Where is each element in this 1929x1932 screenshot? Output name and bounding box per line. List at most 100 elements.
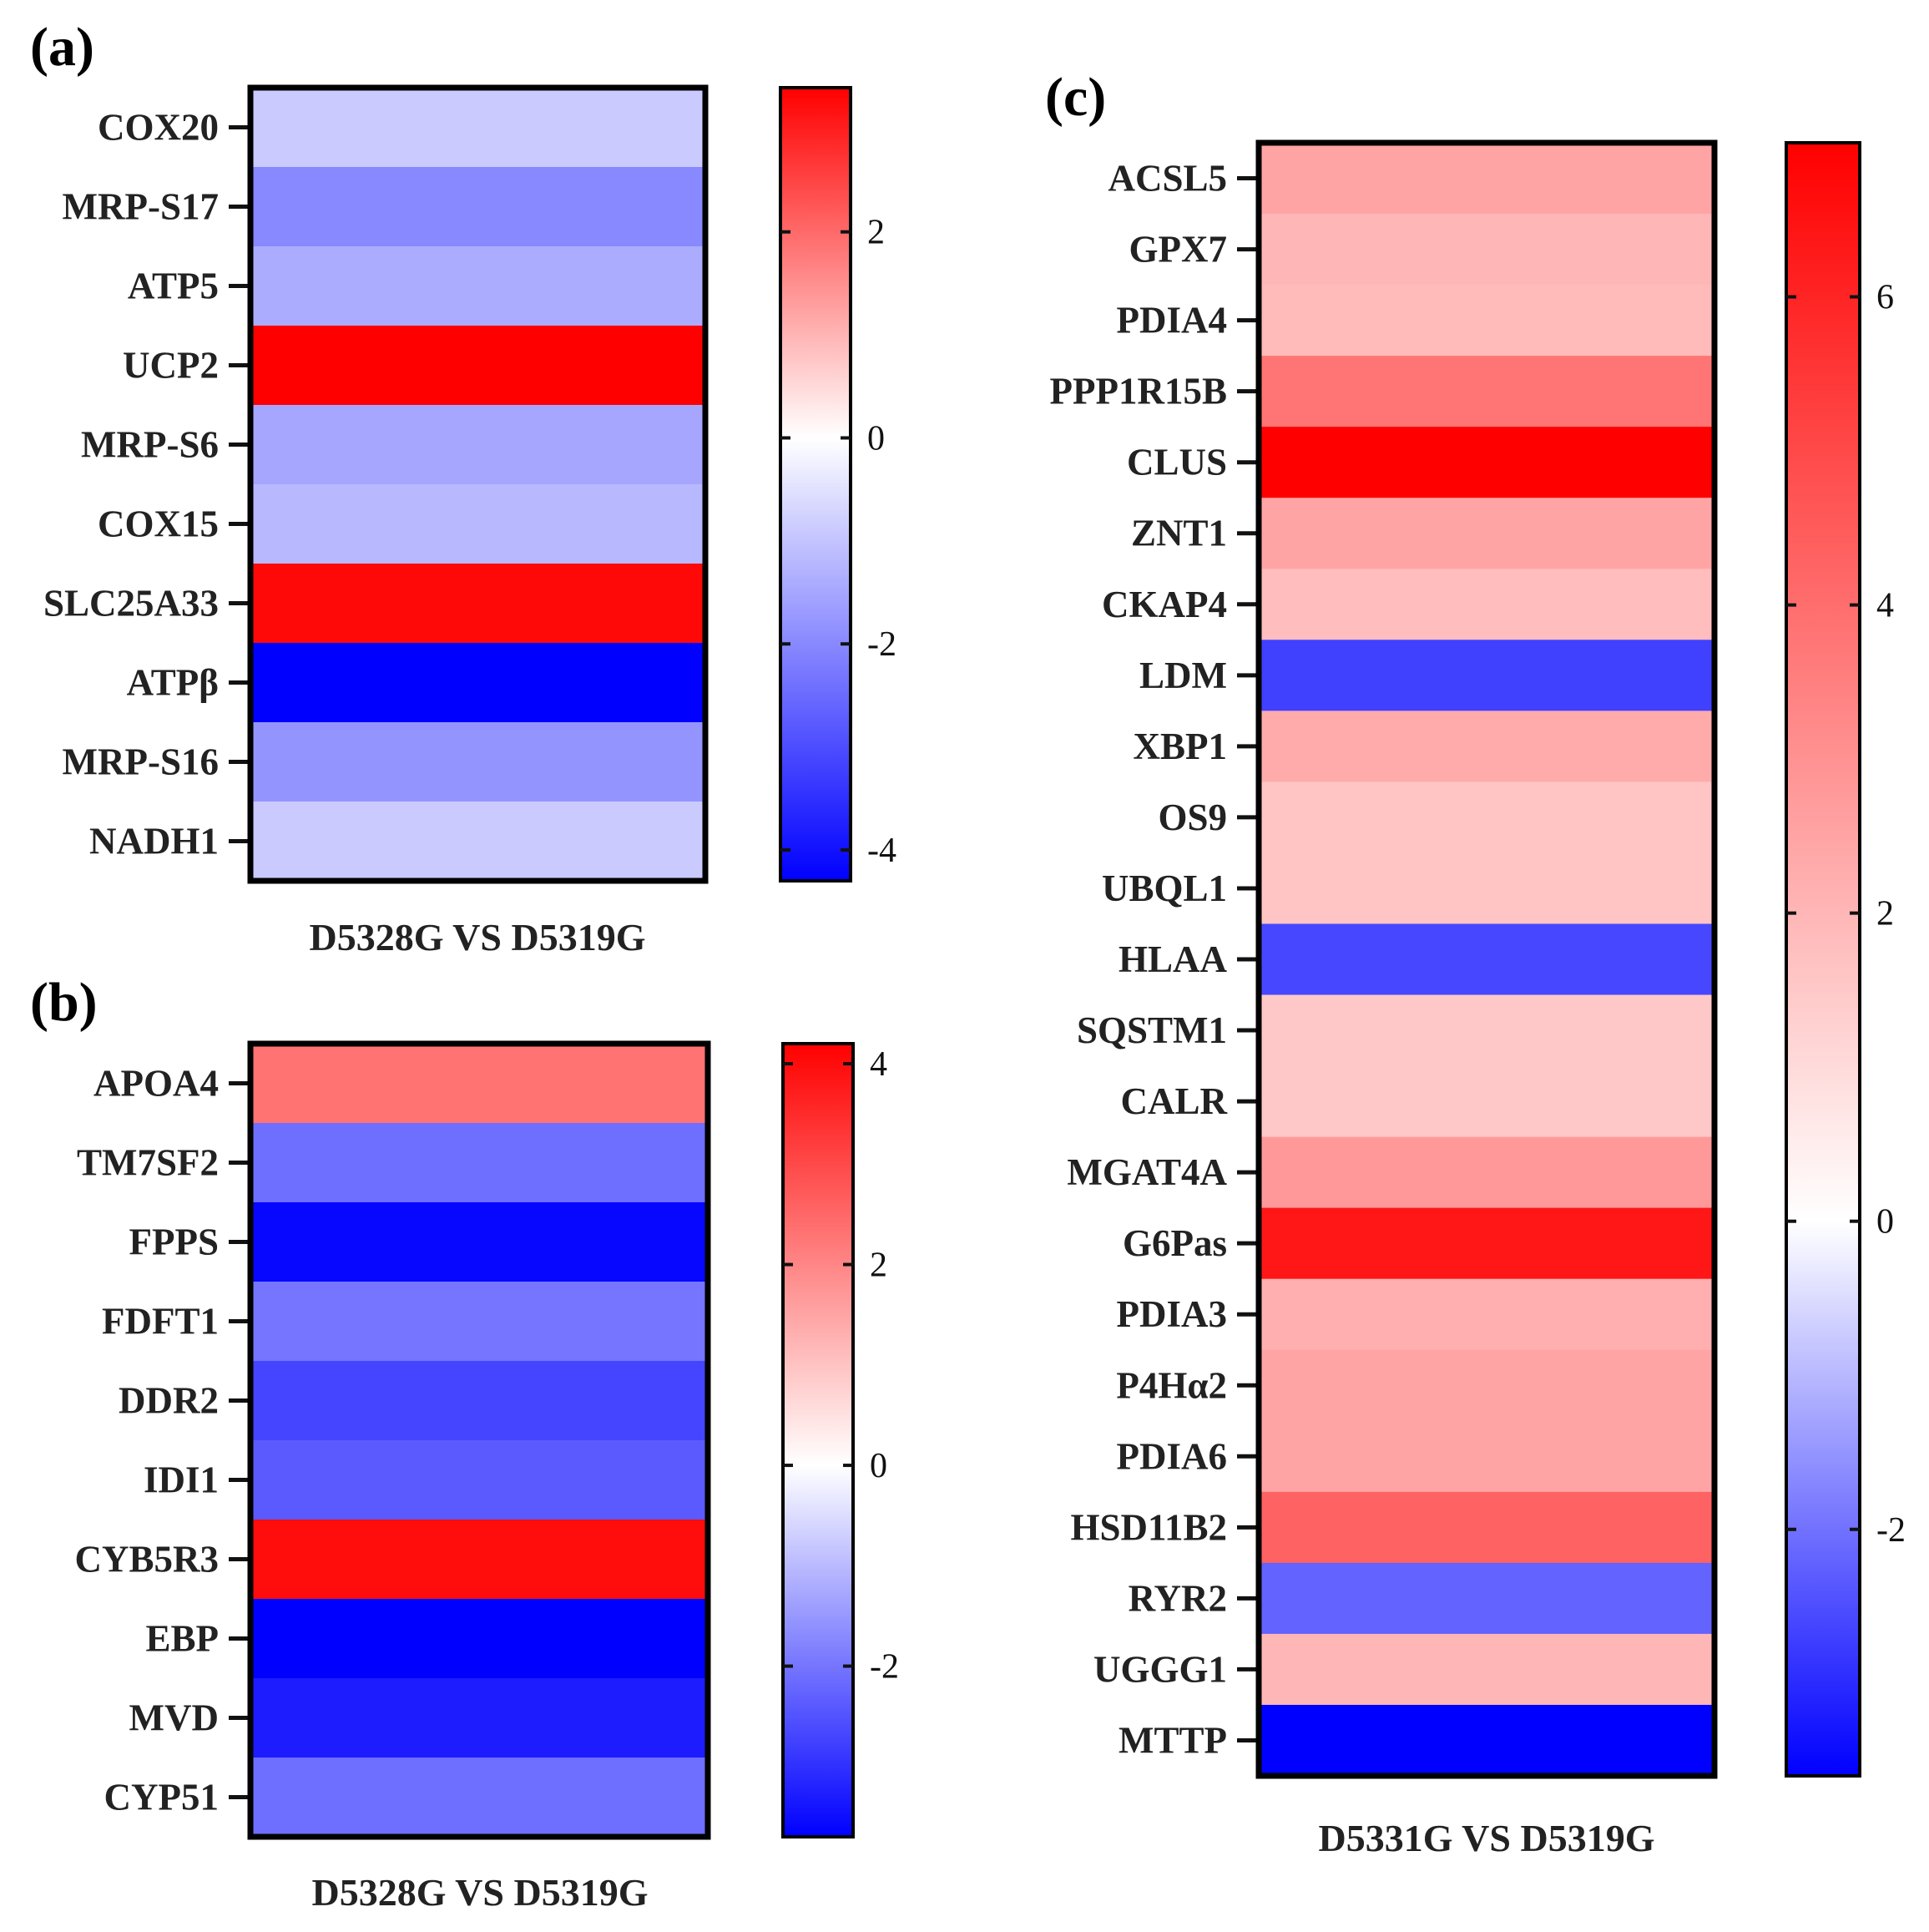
row-label: OS9: [1158, 797, 1227, 838]
row-label: ZNT1: [1131, 513, 1227, 554]
colorbar-tick-label: 2: [870, 1247, 887, 1285]
row-label: MGAT4A: [1067, 1151, 1227, 1193]
heatmap-cell-ubql1: [1259, 852, 1714, 925]
panel-a-label: (a): [30, 17, 94, 78]
panel-a-x-label: D5328G VS D5319G: [310, 916, 646, 958]
heatmap-cell-pdia4: [1259, 285, 1714, 357]
heatmap-cell-mttp: [1259, 1704, 1714, 1777]
panel-c-x-label: D5331G VS D5319G: [1319, 1817, 1655, 1859]
heatmap-cell-cyp51: [250, 1758, 708, 1838]
heatmap-cell-fdft1: [250, 1282, 708, 1362]
row-label: CYP51: [104, 1777, 219, 1818]
heatmap-cell-mgat4a: [1259, 1136, 1714, 1209]
row-label: COX20: [98, 107, 219, 149]
colorbar-tick-label: -2: [870, 1648, 899, 1687]
panel-c-label: (c): [1045, 67, 1106, 128]
colorbar-tick-label: -4: [867, 832, 896, 870]
row-label: COX15: [98, 503, 219, 545]
colorbar-tick-label: 2: [1876, 895, 1894, 933]
row-label: LDM: [1139, 655, 1227, 696]
heatmap-cell-uggg1: [1259, 1633, 1714, 1706]
heatmap-cell-nadh1: [250, 802, 705, 882]
colorbar-gradient: [1785, 141, 1861, 1778]
row-label: UGGG1: [1093, 1648, 1227, 1690]
colorbar-tick-label: 0: [1876, 1203, 1894, 1242]
row-label: ATPβ: [127, 662, 219, 704]
row-label: SLC25A33: [43, 583, 219, 625]
heatmap-cell-gpx7: [1259, 214, 1714, 286]
panel-c: (c) ACSL5 GPX7 PDIA4 PPP1R15B CLUS ZNT1 CKAP4 L…: [1045, 67, 1906, 1859]
row-label: CKAP4: [1102, 584, 1227, 625]
heatmap-cell-g6pas: [1259, 1207, 1714, 1280]
heatmap-cell-slc25a33: [250, 564, 705, 644]
colorbar-tick-label: 2: [867, 214, 885, 252]
row-label: XBP1: [1134, 726, 1228, 767]
panel-a-heatmap: COX20 MRP-S17 ATP5 UCP2 MRP-S6 COX15 SLC25A33 A…: [43, 84, 709, 884]
panel-a: (a) COX20 MRP-S17 ATP5 UCP2 MRP-S6 COX15 SLC25…: [30, 17, 896, 958]
colorbar-tick-label: 0: [867, 419, 885, 458]
row-label: UBQL1: [1102, 867, 1227, 909]
heatmap-cell-calr: [1259, 1065, 1714, 1138]
row-label: SQSTM1: [1077, 1009, 1227, 1051]
heatmap-cell-xbp1: [1259, 711, 1714, 782]
row-label: FDFT1: [102, 1301, 219, 1343]
row-label: DDR2: [119, 1380, 219, 1422]
row-label: MRP-S17: [63, 186, 219, 228]
colorbar-tick-label: 4: [1876, 587, 1894, 625]
colorbar-tick-label: 4: [870, 1045, 887, 1084]
row-label: PPP1R15B: [1050, 371, 1227, 412]
heatmap-cell-clus: [1259, 427, 1714, 498]
heatmap-border: [1255, 139, 1718, 1779]
heatmap-cell-mrp-s17: [250, 167, 705, 247]
heatmap-cell-ucp2: [250, 326, 705, 406]
panel-b: (b) APOA4 TM7SF2 FPPS FDFT1 DDR2 IDI1 CYB5R3 EB…: [30, 972, 899, 1914]
heatmap-cell-tm7sf2: [250, 1123, 708, 1203]
row-label: G6Pas: [1123, 1222, 1227, 1264]
panel-b-colorbar: 4 2 0 -2: [781, 1042, 899, 1838]
row-label: MRP-S16: [63, 741, 219, 783]
row-label: GPX7: [1129, 229, 1228, 271]
row-label: CLUS: [1127, 442, 1227, 483]
heatmap-cell-ddr2: [250, 1361, 708, 1441]
heatmap-cell-fpps: [250, 1202, 708, 1282]
heatmap-cell-sqstm1: [1259, 994, 1714, 1067]
heatmap-cell-atp5: [250, 246, 705, 326]
row-label: ACSL5: [1108, 158, 1227, 200]
heatmap-cell-znt1: [1259, 498, 1714, 569]
heatmap-cell-os9: [1259, 781, 1714, 854]
heatmap-cell-ppp1r15b: [1259, 356, 1714, 427]
panel-b-x-label: D5328G VS D5319G: [312, 1871, 649, 1914]
row-label: PDIA6: [1117, 1435, 1228, 1477]
panel-a-colorbar: 2 0 -2 -4: [779, 86, 896, 883]
row-label: CYB5R3: [74, 1539, 219, 1580]
row-label: P4Hα2: [1116, 1364, 1227, 1406]
heatmap-cell-pdia3: [1259, 1278, 1714, 1351]
panel-b-heatmap: APOA4 TM7SF2 FPPS FDFT1 DDR2 IDI1 CYB5R3 EBP MVD…: [74, 1040, 711, 1840]
colorbar-gradient: [779, 86, 852, 883]
heatmap-cell-mrp-s6: [250, 405, 705, 485]
heatmap-cell-cox15: [250, 484, 705, 564]
row-label: UCP2: [123, 345, 219, 387]
row-label: HSD11B2: [1070, 1506, 1227, 1548]
row-label: APOA4: [93, 1063, 219, 1105]
panel-c-colorbar: 6 4 2 0 -2: [1785, 141, 1906, 1778]
row-label: RYR2: [1129, 1577, 1227, 1619]
heatmap-cell-acsl5: [1259, 143, 1714, 215]
heatmap-cell-idi1: [250, 1440, 708, 1520]
heatmap-cell-cox20: [250, 88, 705, 168]
row-label: PDIA3: [1117, 1293, 1228, 1335]
heatmap-border: [247, 1040, 711, 1840]
heatmap-cell-ryr2: [1259, 1562, 1714, 1635]
heatmap-cell-mrp-s16: [250, 722, 705, 802]
row-label: MTTP: [1119, 1719, 1227, 1761]
colorbar-tick-label: -2: [867, 625, 896, 664]
colorbar-gradient: [781, 1042, 855, 1838]
heatmap-cell-apoa4: [250, 1044, 708, 1124]
colorbar-tick-label: 0: [870, 1447, 887, 1485]
panel-b-label: (b): [30, 972, 98, 1033]
panel-c-heatmap: ACSL5 GPX7 PDIA4 PPP1R15B CLUS ZNT1 CKAP4 LDM XB…: [1050, 139, 1718, 1779]
row-label: NADH1: [89, 821, 219, 862]
row-label: PDIA4: [1117, 300, 1228, 341]
heatmap-cell-atp-: [250, 643, 705, 723]
heatmap-cell-ebp: [250, 1599, 708, 1679]
